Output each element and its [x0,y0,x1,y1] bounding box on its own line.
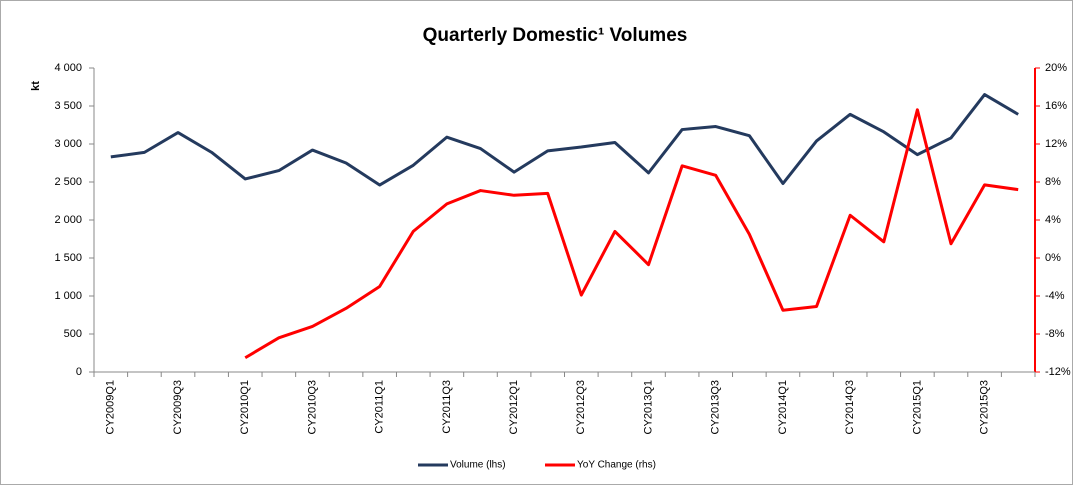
y-axis-label: kt [30,81,42,91]
y-tick-label: 1 500 [54,252,82,264]
x-tick-label: CY2009Q3 [172,380,184,434]
y-tick-label: 3 000 [54,138,82,150]
y-tick-label: 2 000 [54,214,82,226]
y2-tick-label: 4% [1045,214,1061,226]
x-tick-label: CY2014Q3 [844,380,856,434]
x-tick-label: CY2009Q1 [105,380,117,434]
y2-tick-label: 20% [1045,62,1067,74]
x-tick-label: CY2013Q3 [710,380,722,434]
y-tick-label: 4 000 [54,62,82,74]
y2-tick-label: 16% [1045,100,1067,112]
x-tick-label: CY2010Q1 [239,380,251,434]
y2-tick-label: -8% [1045,328,1065,340]
y-tick-label: 0 [76,366,82,378]
x-tick-label: CY2015Q3 [978,380,990,434]
y2-tick-label: 0% [1045,252,1061,264]
x-tick-label: CY2010Q3 [306,380,318,434]
chart-title: Quarterly Domestic¹ Volumes [423,25,688,46]
x-tick-label: CY2011Q1 [374,380,386,434]
y-tick-label: 2 500 [54,176,82,188]
x-tick-label: CY2014Q1 [777,380,789,434]
legend-label: YoY Change (rhs) [577,460,656,471]
x-tick-label: CY2011Q3 [441,380,453,434]
y-tick-label: 500 [64,328,82,340]
series-line [110,93,1019,187]
x-tick-label: CY2012Q3 [575,380,587,434]
legend-label: Volume (lhs) [450,460,506,471]
y-tick-label: 3 500 [54,100,82,112]
y-tick-label: 1 000 [54,290,82,302]
y2-tick-label: 12% [1045,138,1067,150]
y2-tick-label: -12% [1045,366,1071,378]
x-tick-label: CY2015Q1 [911,380,923,434]
series-line [244,108,1019,360]
y2-tick-label: 8% [1045,176,1061,188]
y2-tick-label: -4% [1045,290,1065,302]
x-tick-label: CY2013Q1 [642,380,654,434]
x-tick-label: CY2012Q1 [508,380,520,434]
